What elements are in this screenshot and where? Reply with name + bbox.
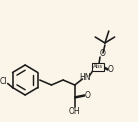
Text: HN: HN [80, 72, 91, 81]
Text: Cl: Cl [0, 77, 7, 86]
Text: Abs: Abs [93, 65, 103, 70]
Text: O: O [84, 91, 90, 100]
Text: O: O [100, 50, 106, 59]
FancyBboxPatch shape [92, 63, 104, 71]
Text: OH: OH [69, 107, 81, 117]
Text: O: O [108, 66, 114, 75]
